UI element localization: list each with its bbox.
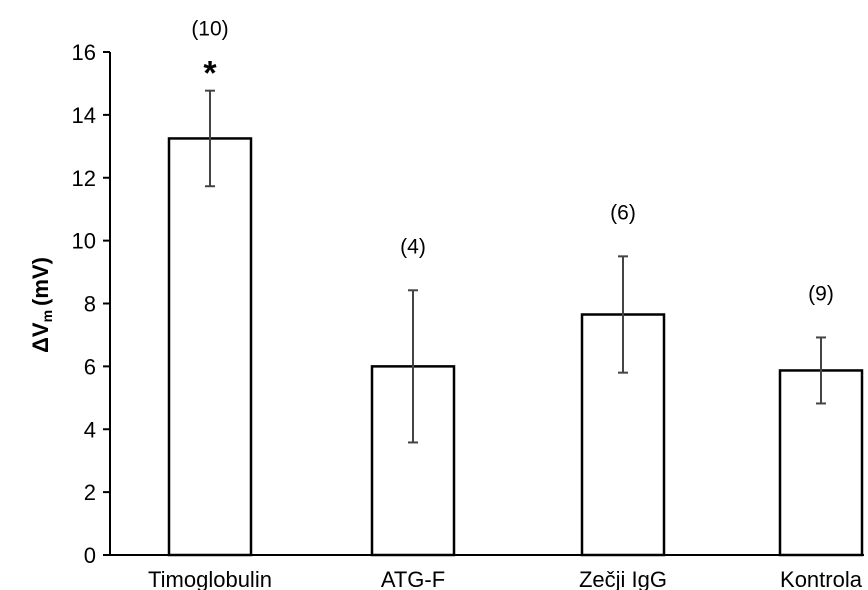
y-tick-label: 4 <box>84 417 96 442</box>
sample-size-label: (10) <box>191 18 228 41</box>
y-tick-label: 6 <box>84 354 96 379</box>
y-tick-label: 10 <box>72 229 96 254</box>
y-ticks: 0 2 4 6 8 10 12 14 16 <box>72 40 110 568</box>
sample-size-label: (4) <box>400 235 426 258</box>
x-tick-label: ATG-F <box>381 567 445 590</box>
y-axis-label-subscript: m <box>39 310 55 322</box>
y-tick-label: 12 <box>72 166 96 191</box>
y-tick-label: 14 <box>72 103 96 128</box>
x-tick-label: Zečji IgG <box>579 567 667 590</box>
y-axis-label-symbol: ΔV <box>28 322 53 353</box>
x-tick-label: Timoglobulin <box>148 567 272 590</box>
sample-size-label: (9) <box>808 282 834 305</box>
y-tick-label: 0 <box>84 543 96 568</box>
x-tick-labels: Timoglobulin ATG-F Zečji IgG Kontrola <box>148 567 863 590</box>
y-tick-label: 8 <box>84 292 96 317</box>
error-bars <box>205 89 826 444</box>
y-tick-label: 16 <box>72 40 96 65</box>
annotations: * (10) (4) (6) (9) <box>191 18 834 306</box>
bars <box>167 137 864 557</box>
x-tick-label: Kontrola <box>780 567 863 590</box>
y-tick-label: 2 <box>84 480 96 505</box>
y-axis-label: ΔVm (mV) <box>28 257 55 353</box>
significance-marker: * <box>203 55 217 93</box>
bar <box>167 137 253 557</box>
y-axis-label-unit: (mV) <box>28 257 53 306</box>
sample-size-label: (6) <box>610 201 636 224</box>
